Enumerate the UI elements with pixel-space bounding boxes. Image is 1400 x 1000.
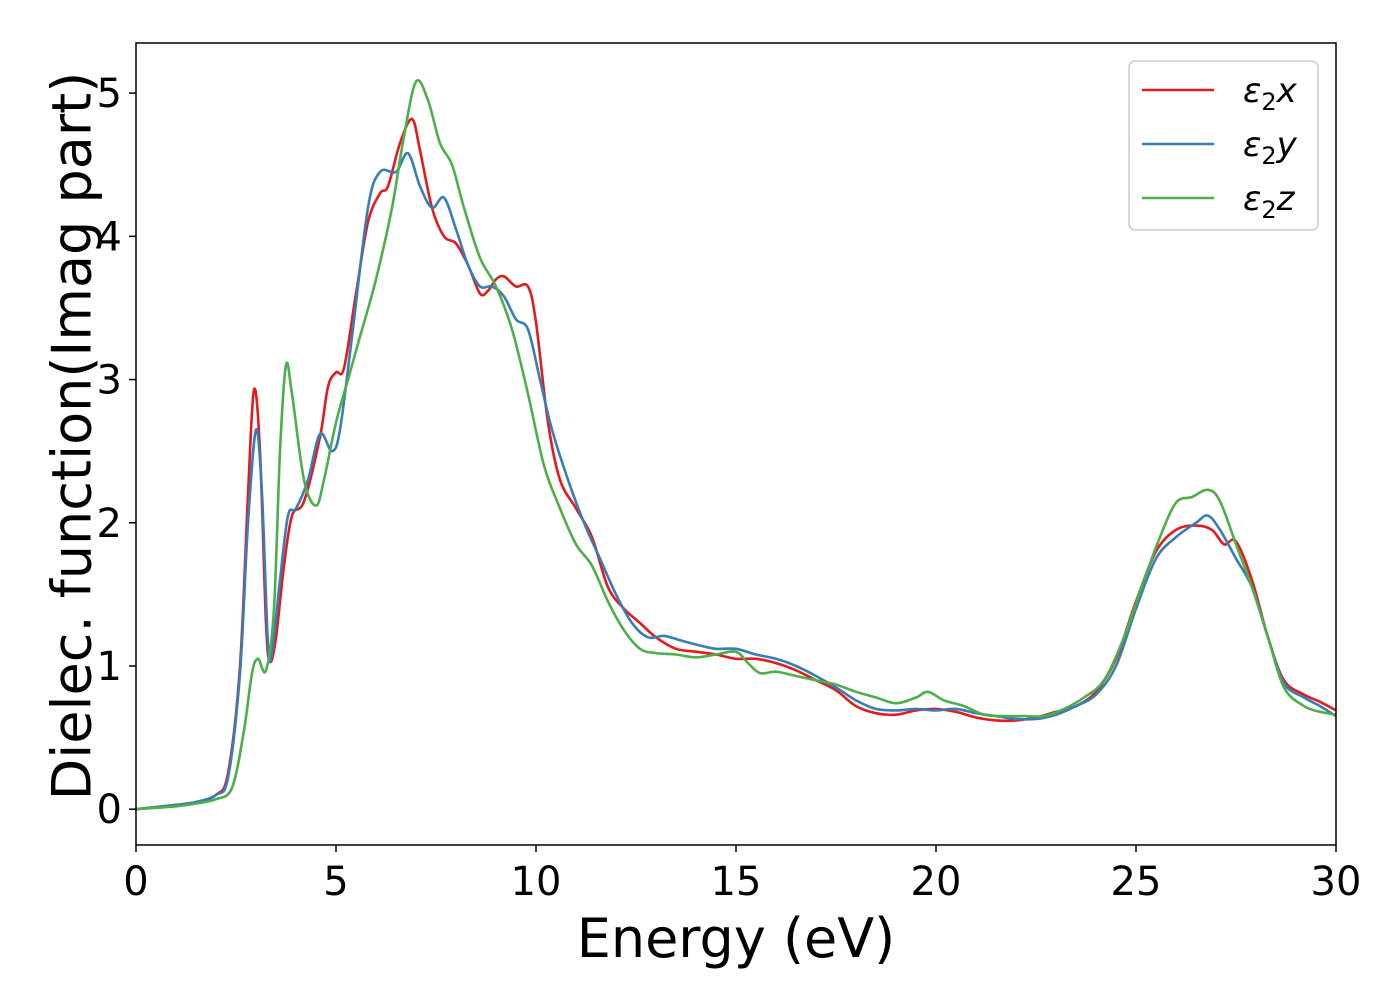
y-tick-label: 0 [97,787,122,833]
x-tick-label: 25 [1111,859,1162,905]
x-tick-label: 30 [1311,859,1362,905]
y-axis-title: Dielec. function(Imag part) [41,72,104,801]
y-axis-ticks: 0 1 2 3 4 5 [97,71,136,833]
legend-label-y: ε2y [1243,125,1298,170]
y-tick-label: 3 [97,358,122,404]
y-tick-label: 5 [97,71,122,117]
plot-series-group [136,79,1336,811]
x-axis-title: Energy (eV) [577,907,896,970]
legend-label-x: ε2x [1243,71,1298,116]
legend: ε2x ε2y ε2z [1128,60,1319,231]
series-line-z [136,79,1336,811]
x-tick-label: 5 [323,859,348,905]
y-tick-label: 1 [97,644,122,690]
x-axis-ticks: 0 5 10 15 20 25 30 [123,845,1361,905]
x-tick-label: 0 [123,859,148,905]
series-line-y [136,151,1336,811]
legend-box [1128,60,1319,231]
x-tick-label: 10 [511,859,562,905]
y-tick-label: 2 [97,501,122,547]
y-tick-label: 4 [97,214,122,260]
x-tick-label: 15 [711,859,762,905]
legend-label-z: ε2z [1243,179,1296,224]
x-tick-label: 20 [911,859,962,905]
